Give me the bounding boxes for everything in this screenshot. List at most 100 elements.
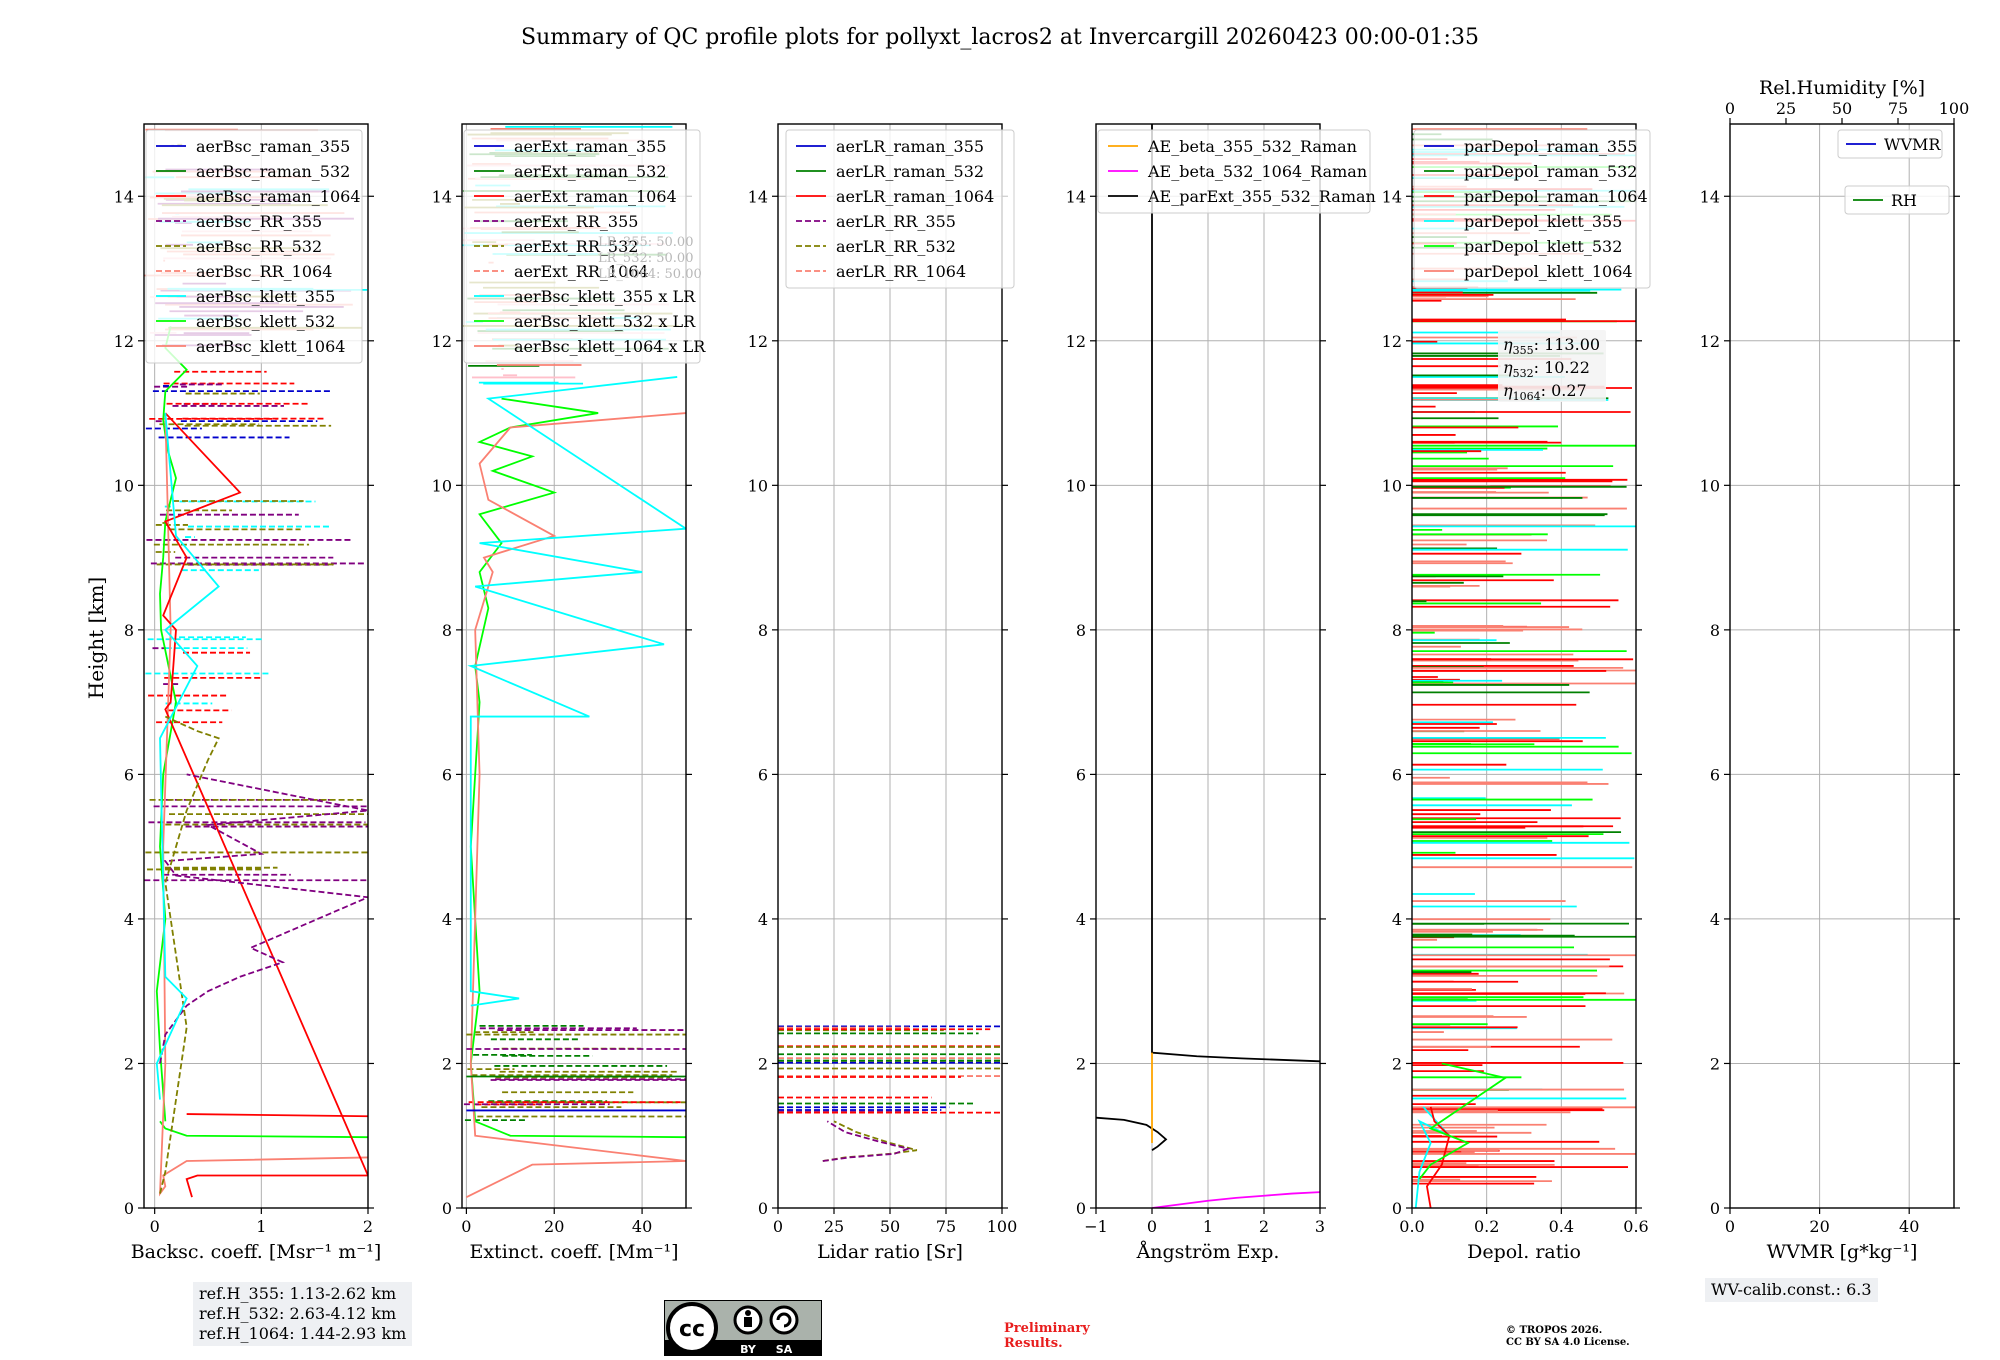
y-tick-label: 2 (124, 1054, 134, 1073)
eta-label: η355: 113.00 (1503, 335, 1600, 357)
x-tick-label: 0.0 (1399, 1217, 1424, 1236)
y-tick-label: 0 (1710, 1199, 1720, 1218)
panel-2: 0 20 40 0 2 4 6 8 10 12 14 Extinct. coeff. [Mm⁻¹] ae… (432, 123, 706, 1263)
legend-entry: aerBsc_RR_532 (196, 237, 322, 256)
top-x-tick-label: 50 (1832, 99, 1852, 118)
y-tick-label: 10 (1382, 476, 1402, 495)
x-tick-label: 1 (1203, 1217, 1213, 1236)
reference-height-box: ref.H_355: 1.13-2.62 km ref.H_532: 2.63-… (193, 1282, 413, 1346)
ref-height-355: ref.H_355: 1.13-2.62 km (199, 1284, 397, 1303)
x-tick-label: 2 (1259, 1217, 1269, 1236)
legend-entry: aerExt_RR_355 (514, 212, 638, 231)
series-aerBsc_klett_355 x LR (467, 376, 686, 1007)
y-tick-label: 0 (442, 1199, 452, 1218)
x-tick-label: 0.6 (1623, 1217, 1648, 1236)
y-tick-label: 2 (442, 1054, 452, 1073)
y-tick-label: 14 (1066, 187, 1086, 206)
x-tick-label: −1 (1084, 1217, 1108, 1236)
y-tick-label: 8 (758, 621, 768, 640)
ref-height-532: ref.H_532: 2.63-4.12 km (199, 1304, 397, 1323)
legend-entry: RH (1891, 191, 1917, 210)
y-tick-label: 4 (1076, 910, 1086, 929)
y-tick-label: 4 (124, 910, 134, 929)
legend-entry: aerBsc_klett_532 x LR (514, 312, 696, 331)
legend-entry: aerBsc_RR_1064 (196, 262, 332, 281)
copyright-line-2: CC BY SA 4.0 License. (1506, 1337, 1630, 1348)
x-tick-label: 0 (1147, 1217, 1157, 1236)
series-parDepol_klett_532 (1418, 1062, 1508, 1180)
legend-entry: aerLR_RR_1064 (836, 262, 966, 281)
cc-by-sa-badge: cc BY SA (664, 1300, 822, 1356)
legend-entry: aerBsc_raman_355 (196, 137, 350, 156)
y-tick-label: 2 (1076, 1054, 1086, 1073)
legend: AE_beta_355_532_Raman AE_beta_532_1064_Ra… (1097, 129, 1376, 214)
ref-height-1064: ref.H_1064: 1.44-2.93 km (199, 1324, 407, 1343)
sa-label: SA (776, 1343, 793, 1356)
x-axis-label: Ångström Exp. (1136, 1241, 1280, 1263)
y-tick-label: 4 (442, 910, 452, 929)
preliminary-line-2: Results. (1004, 1336, 1063, 1351)
legend-entry: aerLR_raman_532 (836, 162, 984, 181)
plot-area (778, 1025, 1002, 1162)
series-AE_parExt_355_532_Raman (1151, 124, 1320, 1063)
top-x-axis-label: Rel.Humidity [%] (1759, 77, 1925, 99)
series-aerBsc_RR_355 (159, 773, 368, 1064)
legend-entry: aerBsc_klett_1064 x LR (514, 337, 706, 356)
y-axis-label: Height [km] (84, 577, 108, 699)
y-tick-label: 4 (1710, 910, 1720, 929)
y-tick-label: 8 (1710, 621, 1720, 640)
y-tick-label: 10 (748, 476, 768, 495)
y-tick-label: 0 (1392, 1199, 1402, 1218)
legend-entry: AE_beta_532_1064_Raman (1147, 162, 1367, 181)
legend-entry: WVMR (1884, 135, 1941, 154)
x-tick-label: 2 (363, 1217, 373, 1236)
legend-entry: aerExt_raman_355 (514, 137, 667, 156)
top-x-tick-label: 0 (1725, 99, 1735, 118)
series-aerBsc_klett_532 (155, 326, 188, 1122)
y-tick-label: 10 (114, 476, 134, 495)
x-tick-label: 0 (461, 1217, 471, 1236)
x-tick-label: 100 (987, 1217, 1018, 1236)
series-aerLR_RR_355 (822, 1120, 911, 1162)
y-tick-label: 14 (1700, 187, 1720, 206)
legend-entry: aerBsc_raman_1064 (196, 187, 361, 206)
y-tick-label: 12 (1066, 332, 1086, 351)
legend-entry: parDepol_klett_1064 (1464, 262, 1633, 281)
series-aerBsc_klett_532_low (159, 1120, 368, 1139)
y-tick-label: 0 (758, 1199, 768, 1218)
y-tick-label: 10 (1066, 476, 1086, 495)
panel-6: 0 20 40 0 2 4 6 8 10 12 14 WVMR [g*kg⁻¹] 0 25 50 75 100 R… (1700, 77, 1970, 1263)
y-tick-label: 14 (432, 187, 452, 206)
x-axis-label: Backsc. coeff. [Msr⁻¹ m⁻¹] (131, 1241, 382, 1263)
legend: aerExt_raman_355 aerExt_raman_532 aerExt_r… (463, 129, 706, 364)
y-tick-label: 14 (1382, 187, 1402, 206)
lidar-ratio-label: LR_532: 50.00 (598, 251, 693, 266)
legend-entry: AE_parExt_355_532_Raman (1147, 187, 1376, 206)
y-tick-label: 8 (1076, 621, 1086, 640)
x-tick-label: 20 (544, 1217, 564, 1236)
x-axis-label: Depol. ratio (1467, 1241, 1581, 1263)
y-tick-label: 4 (758, 910, 768, 929)
x-tick-label: 0 (150, 1217, 160, 1236)
series-AE_parExt_355_532_Raman_low (1096, 1116, 1168, 1151)
legend-entry: aerLR_raman_1064 (836, 187, 994, 206)
legend-entry: aerBsc_klett_355 (196, 287, 335, 306)
legend-entry: aerExt_RR_532 (514, 237, 638, 256)
y-tick-label: 8 (442, 621, 452, 640)
y-tick-label: 4 (1392, 910, 1402, 929)
y-tick-label: 8 (124, 621, 134, 640)
legend-entry: parDepol_klett_355 (1464, 212, 1622, 231)
y-tick-label: 6 (1076, 765, 1086, 784)
preliminary-notice: Preliminary Results. (1004, 1321, 1090, 1351)
axes-frame (143, 123, 369, 1209)
x-tick-label: 25 (824, 1217, 844, 1236)
y-tick-label: 10 (1700, 476, 1720, 495)
top-x-tick-label: 75 (1888, 99, 1908, 118)
legend: aerLR_raman_355 aerLR_raman_532 aerLR_rama… (785, 129, 1015, 289)
x-tick-label: 75 (936, 1217, 956, 1236)
x-tick-label: 50 (880, 1217, 900, 1236)
series-AE_beta_532_1064_Raman (1151, 1191, 1320, 1208)
y-tick-label: 6 (1392, 765, 1402, 784)
series-aerBsc_klett_1064 x LR (465, 412, 686, 1198)
wv-calibration-constant: WV-calib.const.: 6.3 (1711, 1280, 1872, 1299)
